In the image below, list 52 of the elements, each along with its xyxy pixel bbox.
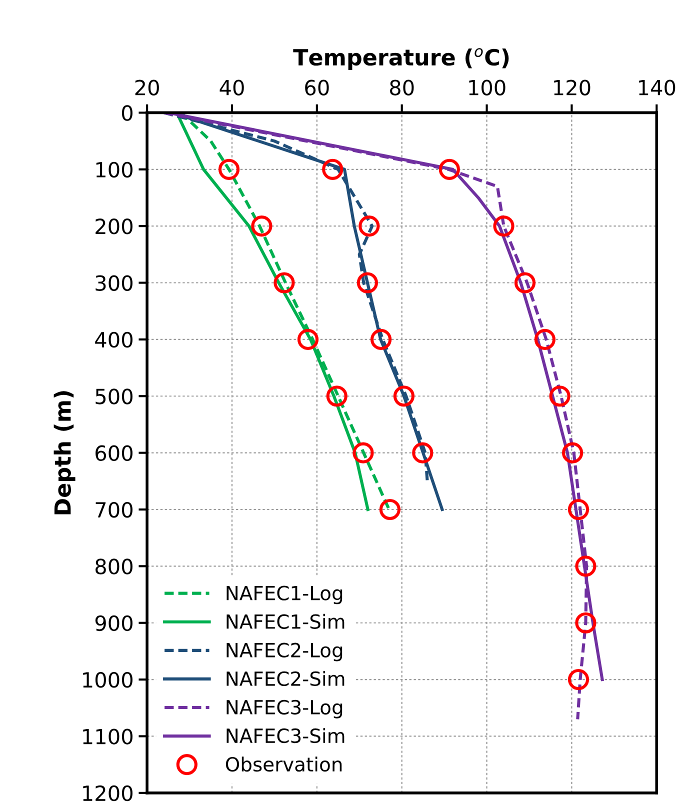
y-axis-title: Depth (m) xyxy=(54,391,76,514)
point xyxy=(438,158,460,180)
legend-label: NAFEC2-Sim xyxy=(226,670,344,686)
point xyxy=(549,386,570,407)
point xyxy=(356,272,378,294)
x-tick-label: 60 xyxy=(305,80,329,96)
y-tick-label: 700 xyxy=(96,502,132,518)
legend-label: Observation xyxy=(226,756,342,772)
y-tick-label: 900 xyxy=(95,615,132,632)
point xyxy=(358,216,380,237)
point xyxy=(568,498,590,520)
legend-label: NAFEC1-Log xyxy=(226,586,342,604)
y-tick-label: 400 xyxy=(95,332,132,348)
point xyxy=(412,442,434,464)
point xyxy=(575,612,596,634)
y-tick-label: 500 xyxy=(96,388,132,404)
point xyxy=(534,328,556,350)
point xyxy=(251,216,272,237)
y-tick-label: 0 xyxy=(122,105,132,121)
point xyxy=(493,216,514,237)
y-tick-label: 600 xyxy=(96,445,132,462)
x-tick-label: 20 xyxy=(135,80,159,96)
point xyxy=(326,386,348,407)
point xyxy=(274,272,295,294)
point xyxy=(352,442,374,464)
x-tick-label: 80 xyxy=(390,80,414,96)
point xyxy=(297,328,319,350)
point xyxy=(370,328,392,350)
point xyxy=(562,442,584,464)
point xyxy=(218,158,240,180)
x-tick-label: 120 xyxy=(554,80,590,96)
y-tick-label: 100 xyxy=(96,162,132,178)
x-tick-label: 40 xyxy=(220,80,244,96)
y-tick-label: 1200 xyxy=(83,785,132,802)
x-tick-label: 100 xyxy=(469,80,506,96)
legend-label: NAFEC1-Sim xyxy=(226,614,344,629)
x-axis-title: Temperature ($^{o}$C) xyxy=(293,48,509,70)
legend-label: NAFEC2-Log xyxy=(226,642,342,662)
point xyxy=(322,158,344,180)
point xyxy=(575,556,596,577)
y-tick-label: 800 xyxy=(96,558,132,574)
x-tick-label: 140 xyxy=(639,80,676,96)
y-tick-label: 300 xyxy=(96,275,132,291)
point xyxy=(514,272,536,294)
y-tick-label: 1100 xyxy=(83,728,132,744)
y-tick-label: 1000 xyxy=(83,672,132,688)
point xyxy=(568,668,590,690)
legend-label: NAFEC3-Sim xyxy=(226,728,344,744)
point xyxy=(393,386,415,407)
y-tick-label: 200 xyxy=(96,218,132,234)
point xyxy=(379,498,401,520)
legend-label: NAFEC3-Log xyxy=(226,700,342,718)
